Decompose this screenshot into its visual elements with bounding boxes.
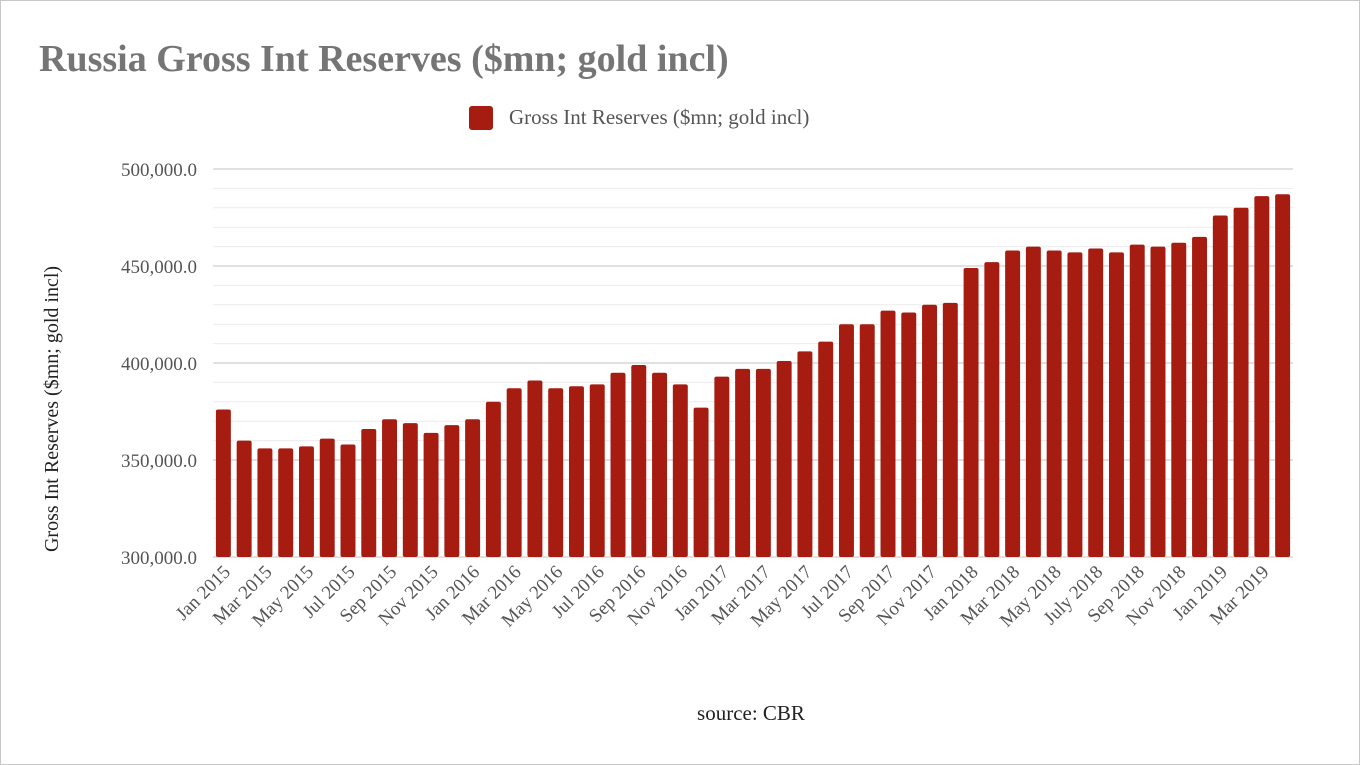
bar	[1192, 236, 1208, 557]
bar	[257, 448, 273, 557]
chart-title: Russia Gross Int Reserves ($mn; gold inc…	[39, 38, 729, 80]
bar	[1129, 244, 1145, 557]
bar	[776, 361, 792, 557]
bar	[631, 364, 647, 557]
bar	[1005, 250, 1021, 558]
bar	[838, 324, 854, 557]
bar	[652, 372, 668, 557]
y-tick-label: 300,000.0	[121, 548, 197, 569]
bar	[298, 446, 314, 557]
bar	[485, 401, 501, 557]
bar	[963, 267, 979, 557]
bar	[797, 351, 813, 557]
bar	[423, 432, 439, 557]
bar	[672, 384, 688, 557]
bar	[984, 262, 1000, 557]
bar	[1254, 196, 1270, 557]
bar	[755, 368, 771, 557]
bar	[693, 407, 709, 557]
bar	[506, 388, 522, 557]
bar	[278, 448, 294, 557]
source-note: source: CBR	[697, 701, 805, 725]
bar	[714, 376, 730, 557]
bar	[340, 444, 356, 557]
bar	[1275, 194, 1291, 557]
bar	[527, 380, 543, 557]
bar	[465, 419, 481, 557]
y-tick-label: 400,000.0	[121, 354, 197, 375]
bar	[1171, 242, 1187, 557]
bar	[361, 428, 377, 557]
bar	[610, 372, 626, 557]
bar	[880, 310, 896, 557]
y-tick-label: 500,000.0	[121, 160, 197, 181]
legend-swatch	[469, 105, 493, 130]
bar	[444, 425, 460, 557]
bar	[922, 304, 938, 557]
bar	[382, 419, 398, 557]
bar	[901, 312, 917, 557]
y-tick-label: 450,000.0	[121, 257, 197, 278]
y-axis-ticks: 300,000.0 350,000.0 400,000.0 450,000.0 500,…	[121, 160, 197, 569]
bar	[735, 368, 751, 557]
y-axis-title: Gross Int Reserves ($mn; gold incl)	[41, 266, 63, 552]
y-tick-label: 350,000.0	[121, 451, 197, 472]
bar	[215, 409, 231, 557]
legend-label: Gross Int Reserves ($mn; gold incl)	[509, 105, 810, 129]
bar	[1046, 250, 1062, 558]
bar	[402, 423, 418, 557]
bar	[1150, 246, 1166, 557]
bar	[548, 388, 564, 557]
bar	[1067, 252, 1083, 558]
bar	[1088, 248, 1104, 558]
legend: Gross Int Reserves ($mn; gold incl)	[469, 105, 809, 130]
bar	[1025, 246, 1041, 557]
bar	[859, 324, 875, 557]
bar	[818, 341, 834, 557]
bar	[1233, 207, 1249, 558]
bar	[319, 438, 335, 557]
bar	[942, 302, 958, 557]
bar	[589, 384, 605, 557]
bar	[236, 440, 252, 557]
bar	[1212, 215, 1228, 557]
bar	[1108, 252, 1124, 558]
bars	[215, 194, 1291, 558]
bar	[568, 386, 584, 557]
